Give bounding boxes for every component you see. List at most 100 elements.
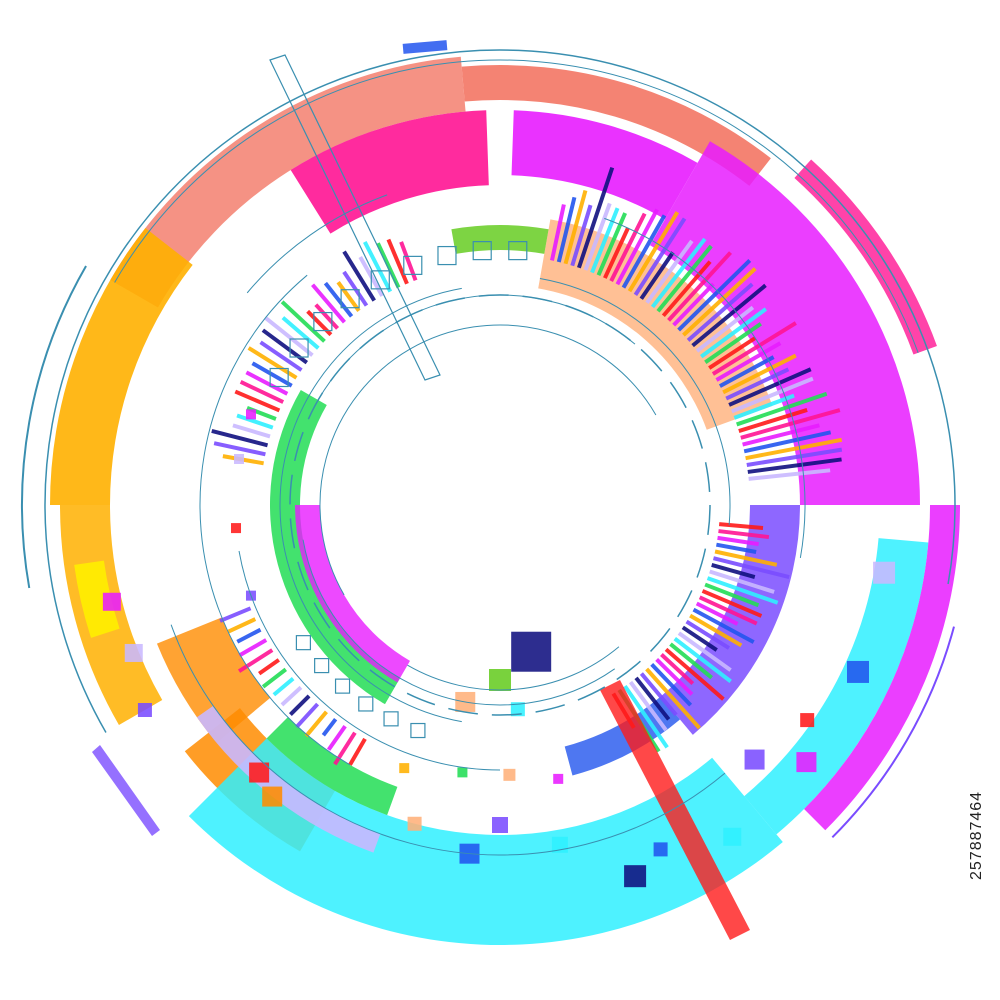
arc-band (650, 141, 920, 505)
tick-stripe (692, 607, 755, 644)
circuit-arc (407, 646, 620, 691)
tick-stripe (577, 166, 615, 269)
circuit-arc (170, 624, 726, 856)
arc-band (188, 738, 783, 945)
tick-stripe (661, 260, 712, 318)
tick-stripe (227, 617, 257, 634)
outline-box (383, 711, 399, 727)
tick-stripe (639, 251, 675, 300)
diagonal-strip (92, 745, 160, 836)
tick-stripe (677, 631, 732, 672)
tick-stripe (725, 367, 790, 401)
arc-band (511, 110, 698, 220)
square-block (262, 786, 283, 807)
tick-stripe (627, 211, 680, 293)
square-block (102, 592, 121, 611)
arc-band (744, 538, 929, 835)
square-block (624, 865, 647, 888)
tick-stripe (685, 619, 731, 650)
tick-stripe (709, 569, 775, 594)
circuit-arc (539, 278, 731, 526)
tick-stripe (673, 637, 732, 683)
arc-band (110, 56, 466, 308)
circuit-arc (319, 324, 657, 596)
top-dash (402, 40, 448, 54)
square-block (653, 842, 668, 857)
tick-stripe (342, 270, 369, 307)
arc-band (538, 219, 773, 430)
dashed-ring (289, 294, 711, 716)
outline-box (314, 657, 330, 674)
tick-stripe (232, 423, 271, 439)
tick-stripe (695, 305, 755, 353)
arc-band (270, 390, 400, 705)
tick-stripe (708, 336, 757, 370)
tick-stripe (698, 595, 758, 626)
circuit-arc (302, 539, 616, 706)
circuit-arc (604, 217, 806, 559)
square-block (231, 523, 242, 534)
tick-stripe (236, 413, 274, 430)
tick-stripe (245, 370, 289, 396)
arc-band (50, 227, 193, 505)
tick-stripe (711, 321, 797, 376)
square-block (492, 817, 508, 833)
tick-stripe (342, 250, 376, 302)
tick-stripe (743, 430, 832, 454)
tick-stripe (686, 282, 754, 342)
arc-band (74, 560, 120, 638)
outline-box (508, 241, 528, 261)
tick-stripe (736, 391, 828, 427)
outline-box (472, 241, 492, 261)
tick-stripe (609, 212, 647, 282)
tick-stripe (747, 457, 842, 474)
square-block (124, 643, 143, 662)
tick-stripe (738, 408, 808, 433)
tick-stripe (664, 647, 725, 701)
tick-stripe (682, 267, 757, 337)
tick-stripe (742, 423, 820, 447)
tick-stripe (701, 589, 763, 618)
outline-box (334, 678, 351, 694)
arc-band (266, 717, 398, 816)
tick-stripe (550, 204, 566, 261)
square-block (800, 713, 815, 728)
arc-band (564, 696, 680, 776)
arc-band (461, 65, 771, 186)
arc-band (295, 505, 410, 683)
outline-box (295, 635, 312, 651)
square-block (137, 703, 152, 717)
tick-stripe (314, 303, 340, 330)
tick-stripe (691, 283, 767, 348)
tick-stripe (656, 244, 713, 313)
tick-stripe (376, 242, 401, 289)
circuit-arc (246, 194, 388, 294)
tick-stripe (639, 672, 678, 717)
tick-stripe (323, 281, 354, 318)
tick-stripe (264, 316, 314, 357)
square-block (503, 768, 516, 781)
tick-stripe (634, 676, 671, 721)
tick-stripe (326, 725, 347, 751)
circuit-arc (21, 265, 87, 589)
square-block (399, 763, 410, 774)
square-block (245, 409, 256, 420)
tick-stripe (733, 393, 795, 420)
tick-stripe (211, 429, 269, 448)
square-block (249, 762, 270, 783)
circuit-arc (114, 59, 919, 353)
tick-stripe (596, 212, 627, 277)
square-block (234, 453, 245, 464)
tick-stripe (650, 237, 707, 309)
outline-box (313, 311, 333, 332)
tick-stripe (716, 542, 757, 554)
tick-stripe (321, 717, 338, 737)
outline-box (358, 696, 374, 712)
tick-stripe (238, 638, 268, 658)
tick-stripe (717, 535, 759, 547)
tick-stripe (261, 667, 288, 689)
tick-stripe (700, 307, 768, 359)
square-blocks (92, 40, 896, 940)
tick-stripe (748, 468, 831, 481)
tick-stripes (211, 166, 843, 766)
